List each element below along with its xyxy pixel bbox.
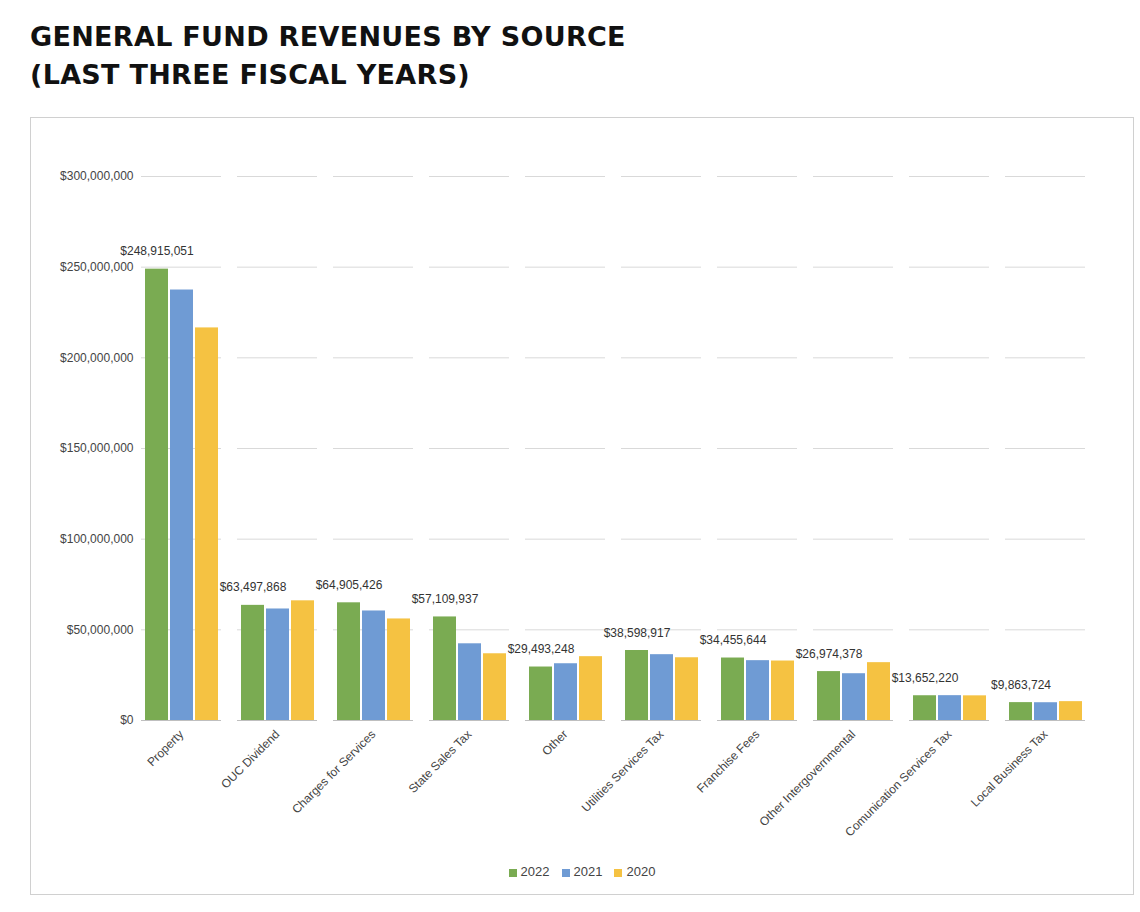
svg-text:$100,000,000: $100,000,000 [60, 532, 134, 546]
svg-text:$300,000,000: $300,000,000 [60, 169, 134, 183]
svg-text:$248,915,051: $248,915,051 [120, 244, 194, 258]
svg-text:$63,497,868: $63,497,868 [220, 580, 287, 594]
svg-text:$57,109,937: $57,109,937 [412, 592, 479, 606]
svg-text:$50,000,000: $50,000,000 [67, 623, 134, 637]
svg-text:Franchise Fees: Franchise Fees [694, 727, 762, 795]
svg-text:$200,000,000: $200,000,000 [60, 351, 134, 365]
svg-text:Utilities Services Tax: Utilities Services Tax [579, 727, 667, 815]
svg-text:State Sales Tax: State Sales Tax [406, 727, 475, 796]
svg-text:$26,974,378: $26,974,378 [796, 647, 863, 661]
svg-text:Property: Property [144, 727, 186, 769]
html-text:GENERAL FUND REVENUES BY SOURC: GENERAL FUND REVENUES BY SOURCE [30, 21, 626, 52]
html-text:2020: 2020 [626, 864, 656, 879]
html-text:2021: 2021 [573, 864, 603, 879]
svg-text:$150,000,000: $150,000,000 [60, 441, 134, 455]
svg-text:OUC Dividend: OUC Dividend [218, 727, 282, 791]
html-text:2022: 2022 [520, 864, 550, 879]
svg-text:Other Intergovernmental: Other Intergovernmental [756, 727, 858, 829]
svg-text:$13,652,220: $13,652,220 [892, 671, 959, 685]
html-text:(LAST THREE FISCAL YEARS): (LAST THREE FISCAL YEARS) [30, 59, 470, 90]
svg-text:Local Business Tax: Local Business Tax [968, 727, 1050, 809]
svg-text:$38,598,917: $38,598,917 [604, 626, 671, 640]
svg-text:Comunication Services Tax: Comunication Services Tax [842, 727, 954, 839]
svg-text:$9,863,724: $9,863,724 [991, 678, 1051, 692]
svg-text:$0: $0 [120, 713, 134, 727]
svg-text:$29,493,248: $29,493,248 [508, 642, 575, 656]
svg-text:$64,905,426: $64,905,426 [316, 578, 383, 592]
svg-text:$34,455,644: $34,455,644 [700, 633, 767, 647]
svg-text:$250,000,000: $250,000,000 [60, 260, 134, 274]
svg-text:Charges for Services: Charges for Services [289, 727, 378, 816]
svg-text:Other: Other [539, 727, 570, 758]
